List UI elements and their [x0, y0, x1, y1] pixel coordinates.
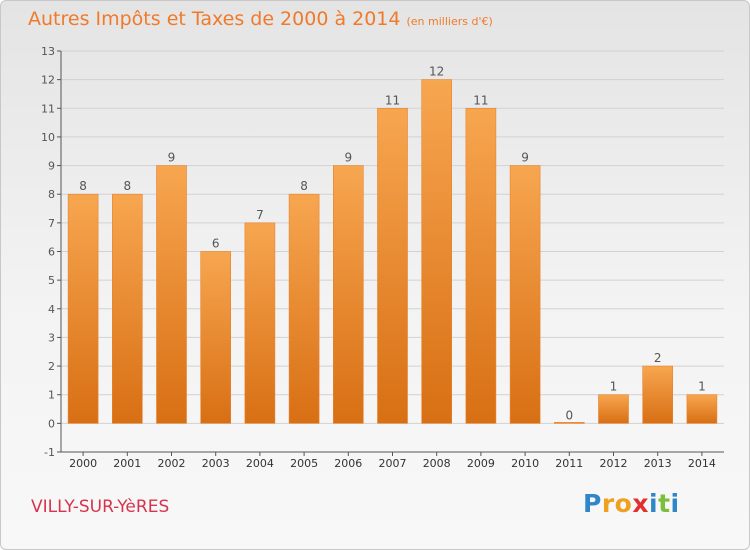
bar-2003 — [200, 251, 231, 424]
x-tick-label-2009: 2009 — [467, 457, 495, 470]
bar-2014 — [686, 394, 718, 424]
data-label-2004: 7 — [256, 208, 264, 222]
x-tick-label-2003: 2003 — [202, 457, 230, 470]
bar-2013 — [642, 365, 674, 424]
y-tick-label: 8 — [48, 188, 55, 201]
x-tick-label-2001: 2001 — [113, 457, 141, 470]
bar-2006 — [332, 165, 364, 424]
bar-2007 — [377, 107, 408, 424]
x-tick-label-2008: 2008 — [423, 457, 451, 470]
y-tick-label: 5 — [48, 274, 55, 287]
x-tick-label-2004: 2004 — [246, 457, 274, 470]
data-label-2012: 1 — [610, 380, 618, 394]
x-tick-label-2014: 2014 — [688, 457, 716, 470]
logo-letter: P — [583, 489, 602, 518]
y-tick-label: 10 — [41, 131, 55, 144]
data-label-2006: 9 — [344, 151, 352, 165]
data-label-2008: 12 — [429, 65, 444, 79]
proxiti-logo: Proxiti — [583, 489, 680, 518]
y-tick-label: 3 — [48, 331, 55, 344]
bar-2008 — [421, 79, 453, 424]
logo-letter: o — [614, 489, 633, 518]
x-tick-label-2010: 2010 — [511, 457, 539, 470]
data-label-2001: 8 — [123, 179, 131, 193]
bar-2010 — [509, 165, 541, 424]
chart-title: Autres Impôts et Taxes de 2000 à 2014 (en… — [28, 8, 493, 30]
bar-2009 — [465, 107, 497, 424]
data-label-2007: 11 — [385, 93, 400, 107]
y-tick-label: 9 — [48, 160, 55, 173]
data-label-2003: 6 — [212, 237, 220, 251]
y-tick-label: 7 — [48, 217, 55, 230]
chart-title-text: Autres Impôts et Taxes de 2000 à 2014 — [28, 8, 401, 30]
city-name: VILLY-SUR-YèRES — [31, 497, 170, 517]
y-tick-label: 6 — [48, 246, 55, 259]
bar-2011 — [553, 422, 585, 424]
data-label-2002: 9 — [168, 151, 176, 165]
bar-2001 — [112, 193, 143, 424]
x-tick-label-2007: 2007 — [379, 457, 407, 470]
x-tick-label-2013: 2013 — [644, 457, 672, 470]
y-tick-label: 11 — [41, 102, 55, 115]
logo-letter: i — [649, 489, 659, 518]
data-label-2009: 11 — [473, 93, 488, 107]
data-label-2013: 2 — [654, 351, 662, 365]
y-tick-label: 1 — [48, 389, 55, 402]
bar-2012 — [598, 394, 629, 424]
x-tick-label-2005: 2005 — [290, 457, 318, 470]
logo-letter: x — [632, 489, 649, 518]
data-label-2000: 8 — [79, 179, 87, 193]
logo-letter: r — [601, 489, 615, 518]
data-label-2010: 9 — [521, 151, 529, 165]
y-tick-label: 12 — [41, 74, 55, 87]
bar-2004 — [244, 222, 276, 424]
y-tick-label: 0 — [48, 417, 55, 430]
data-label-2014: 1 — [698, 380, 706, 394]
x-tick-label-2002: 2002 — [158, 457, 186, 470]
bar-2005 — [288, 193, 320, 424]
y-tick-label: 2 — [48, 360, 55, 373]
bar-layer — [67, 79, 718, 424]
x-tick-label-2000: 2000 — [69, 457, 97, 470]
bar-2002 — [156, 165, 187, 424]
logo-letter: t — [658, 489, 671, 518]
x-tick-label-2011: 2011 — [555, 457, 583, 470]
y-tick-label: 4 — [48, 303, 55, 316]
data-label-2005: 8 — [300, 179, 308, 193]
logo-letter: i — [670, 489, 680, 518]
chart-unit: (en milliers d'€) — [406, 15, 493, 28]
data-label-2011: 0 — [565, 408, 573, 422]
y-tick-label: 13 — [41, 45, 55, 58]
x-tick-label-2006: 2006 — [334, 457, 362, 470]
x-tick-label-2012: 2012 — [600, 457, 628, 470]
bar-2000 — [67, 193, 99, 424]
y-tick-label: -1 — [44, 446, 55, 459]
